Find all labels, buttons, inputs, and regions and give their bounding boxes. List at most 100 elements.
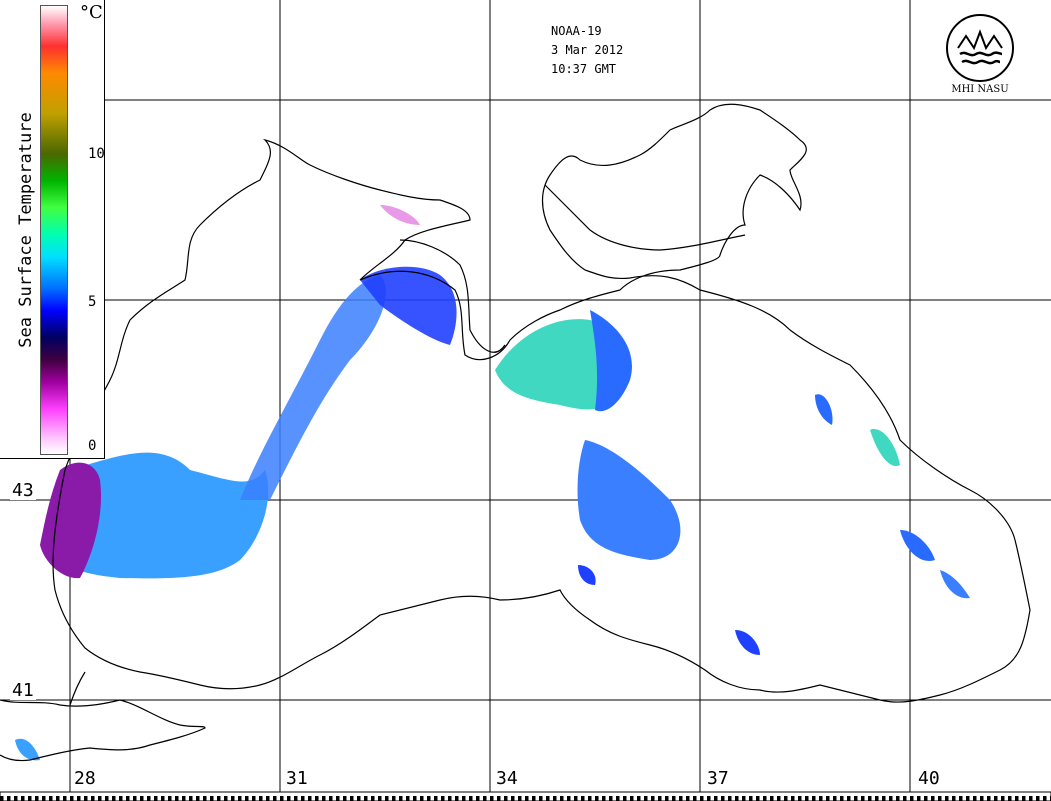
scale-tick (980, 796, 984, 801)
scale-tick (553, 796, 557, 801)
scale-tick (938, 796, 942, 801)
sst-patch-east-4 (815, 394, 833, 425)
sst-patch-south-1 (735, 630, 760, 655)
scale-tick (609, 796, 613, 801)
scale-tick (476, 796, 480, 801)
scale-tick (483, 796, 487, 801)
scale-tick (504, 796, 508, 801)
scale-tick (896, 796, 900, 801)
scale-tick (168, 796, 172, 801)
scale-tick (805, 796, 809, 801)
scale-tick (441, 796, 445, 801)
lat-label-41: 41 (10, 680, 36, 701)
image-header: NOAA-19 3 Mar 2012 10:37 GMT (551, 22, 623, 79)
scale-tick (399, 796, 403, 801)
scale-tick (1022, 796, 1026, 801)
scale-tick (777, 796, 781, 801)
scale-tick (735, 796, 739, 801)
scale-tick (91, 796, 95, 801)
sst-patch-sw (578, 565, 596, 585)
sst-patch-nw-pink (380, 205, 420, 225)
scale-tick (266, 796, 270, 801)
scale-tick (847, 796, 851, 801)
scale-tick (630, 796, 634, 801)
scale-tick (945, 796, 949, 801)
scale-tick (616, 796, 620, 801)
scale-tick (511, 796, 515, 801)
scale-tick (56, 796, 60, 801)
scale-tick (910, 796, 914, 801)
scale-tick (728, 796, 732, 801)
scale-tick (14, 796, 18, 801)
scale-tick (623, 796, 627, 801)
legend-title: Sea Surface Temperature (16, 112, 36, 348)
scale-tick (189, 796, 193, 801)
scale-tick (7, 796, 11, 801)
scale-tick (112, 796, 116, 801)
scale-tick (931, 796, 935, 801)
scale-tick (301, 796, 305, 801)
scale-tick (287, 796, 291, 801)
lon-label-40: 40 (916, 768, 942, 789)
scale-tick (315, 796, 319, 801)
scale-tick (602, 796, 606, 801)
scale-tick (595, 796, 599, 801)
scale-tick (371, 796, 375, 801)
scale-tick (742, 796, 746, 801)
scale-tick (385, 796, 389, 801)
scale-tick (21, 796, 25, 801)
scale-tick (840, 796, 844, 801)
sst-patch-west (60, 452, 269, 579)
scale-tick (336, 796, 340, 801)
scale-tick (532, 796, 536, 801)
scale-tick (903, 796, 907, 801)
scale-tick (70, 796, 74, 801)
scale-tick (1015, 796, 1019, 801)
lat-label-43: 43 (10, 480, 36, 501)
lon-label-28: 28 (72, 768, 98, 789)
scale-tick (973, 796, 977, 801)
scale-tick (987, 796, 991, 801)
scale-tick (455, 796, 459, 801)
scale-tick (882, 796, 886, 801)
scale-tick (245, 796, 249, 801)
scale-tick (560, 796, 564, 801)
scale-tick (42, 796, 46, 801)
scale-tick (875, 796, 879, 801)
scale-tick (784, 796, 788, 801)
scale-tick (224, 796, 228, 801)
color-scale-bar (40, 5, 68, 455)
scale-tick (644, 796, 648, 801)
scale-tick (357, 796, 361, 801)
scale-tick (1043, 796, 1047, 801)
tick-label-0: 0 (88, 438, 97, 454)
scale-tick (651, 796, 655, 801)
tick-label-5: 5 (88, 294, 97, 310)
scale-tick (378, 796, 382, 801)
scale-tick (693, 796, 697, 801)
scale-tick (413, 796, 417, 801)
scale-tick (280, 796, 284, 801)
scale-tick (588, 796, 592, 801)
scale-tick (175, 796, 179, 801)
scale-tick (581, 796, 585, 801)
scale-tick (679, 796, 683, 801)
sst-patch-east-crimea (495, 319, 624, 410)
scale-tick (364, 796, 368, 801)
scale-tick (567, 796, 571, 801)
scale-tick (1001, 796, 1005, 801)
lon-label-31: 31 (284, 768, 310, 789)
sst-patch-crimea (360, 266, 457, 345)
scale-tick (833, 796, 837, 801)
scale-tick (252, 796, 256, 801)
lon-label-37: 37 (705, 768, 731, 789)
sst-patch-bosporus (15, 738, 40, 761)
mhi-logo: MHI NASU (944, 12, 1016, 102)
scale-tick (539, 796, 543, 801)
scale-tick (770, 796, 774, 801)
scale-tick (721, 796, 725, 801)
scale-tick (434, 796, 438, 801)
scale-tick (791, 796, 795, 801)
legend-panel: Sea Surface Temperature °C 10 5 0 (0, 0, 105, 459)
